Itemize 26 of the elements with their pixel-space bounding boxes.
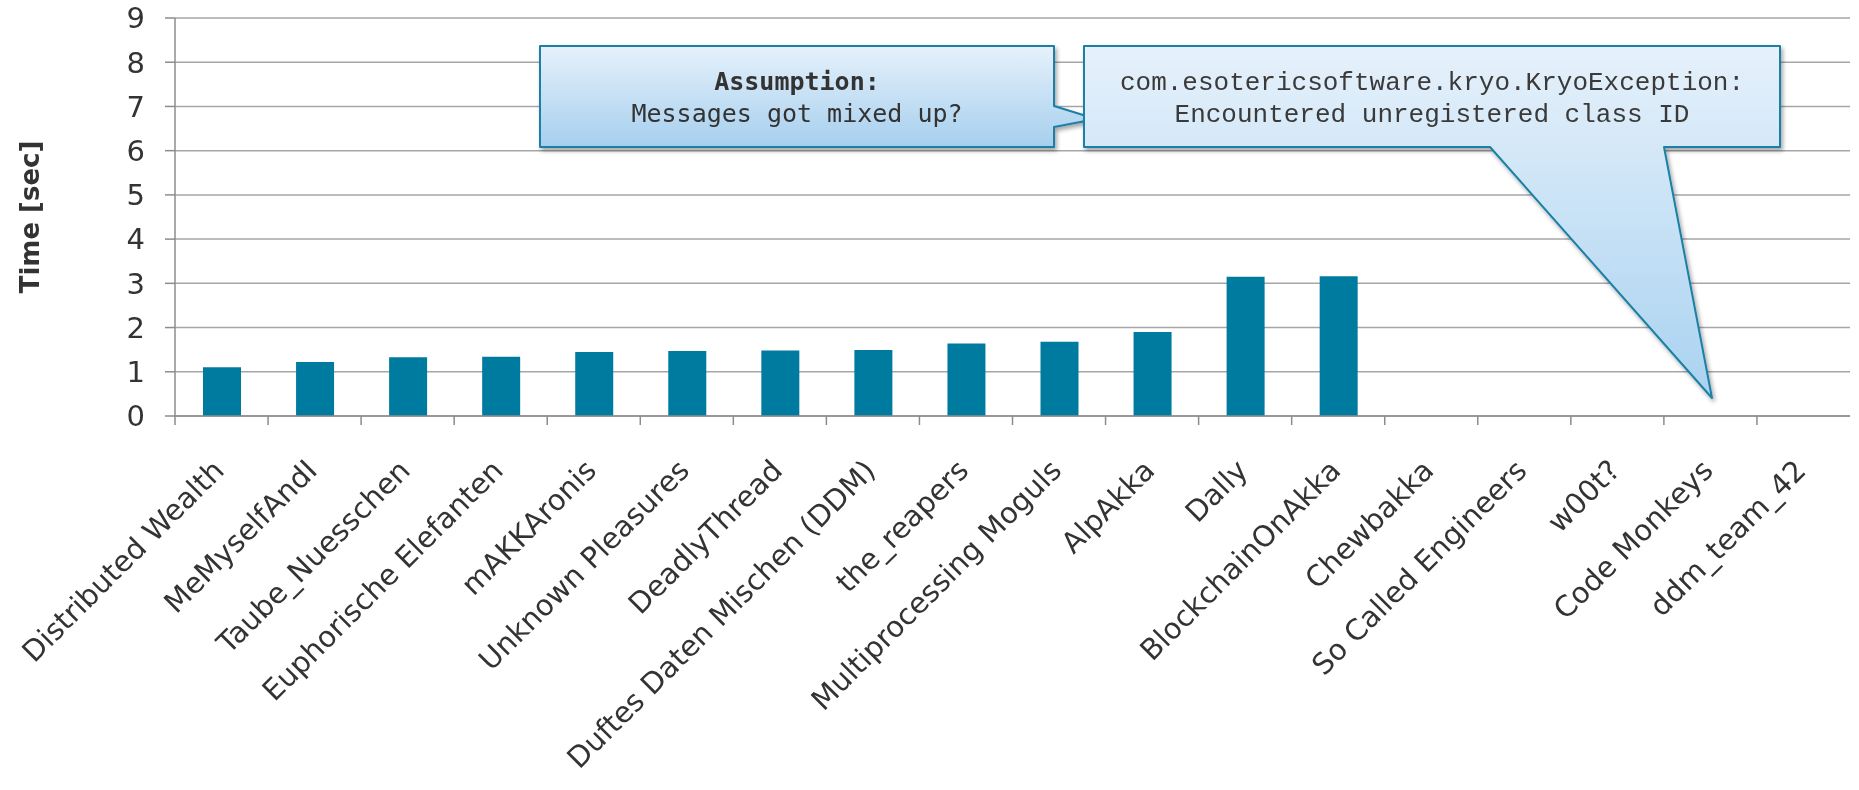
bar [203,367,241,416]
bar [761,350,800,416]
bar [296,362,335,416]
bar [1133,331,1172,416]
y-tick-label: 0 [126,399,145,434]
y-tick-label: 1 [126,355,145,390]
annotation: com.esotericsoftware.kryo.KryoException: Encountered unregistered class ID [1119,68,1745,130]
bar [1040,341,1079,416]
y-tick-label: 2 [126,310,145,345]
bar [1226,276,1265,416]
y-tick-label: 6 [126,133,145,168]
annotation: Assumption: Messages got mixed up? [631,67,963,128]
bar [668,350,707,416]
y-axis-title: Time [sec] [15,140,46,294]
bar [575,351,614,416]
y-tick-label: 8 [126,45,145,80]
bar [1319,276,1358,416]
y-tick-label: 4 [126,222,145,257]
y-tick-label: 5 [126,178,145,213]
y-tick-label: 3 [126,266,145,301]
y-tick-label: 7 [126,89,145,124]
bar [482,356,521,416]
bar [947,343,986,416]
y-tick-label: 9 [126,1,145,36]
bar [389,357,428,416]
bar [854,350,893,416]
